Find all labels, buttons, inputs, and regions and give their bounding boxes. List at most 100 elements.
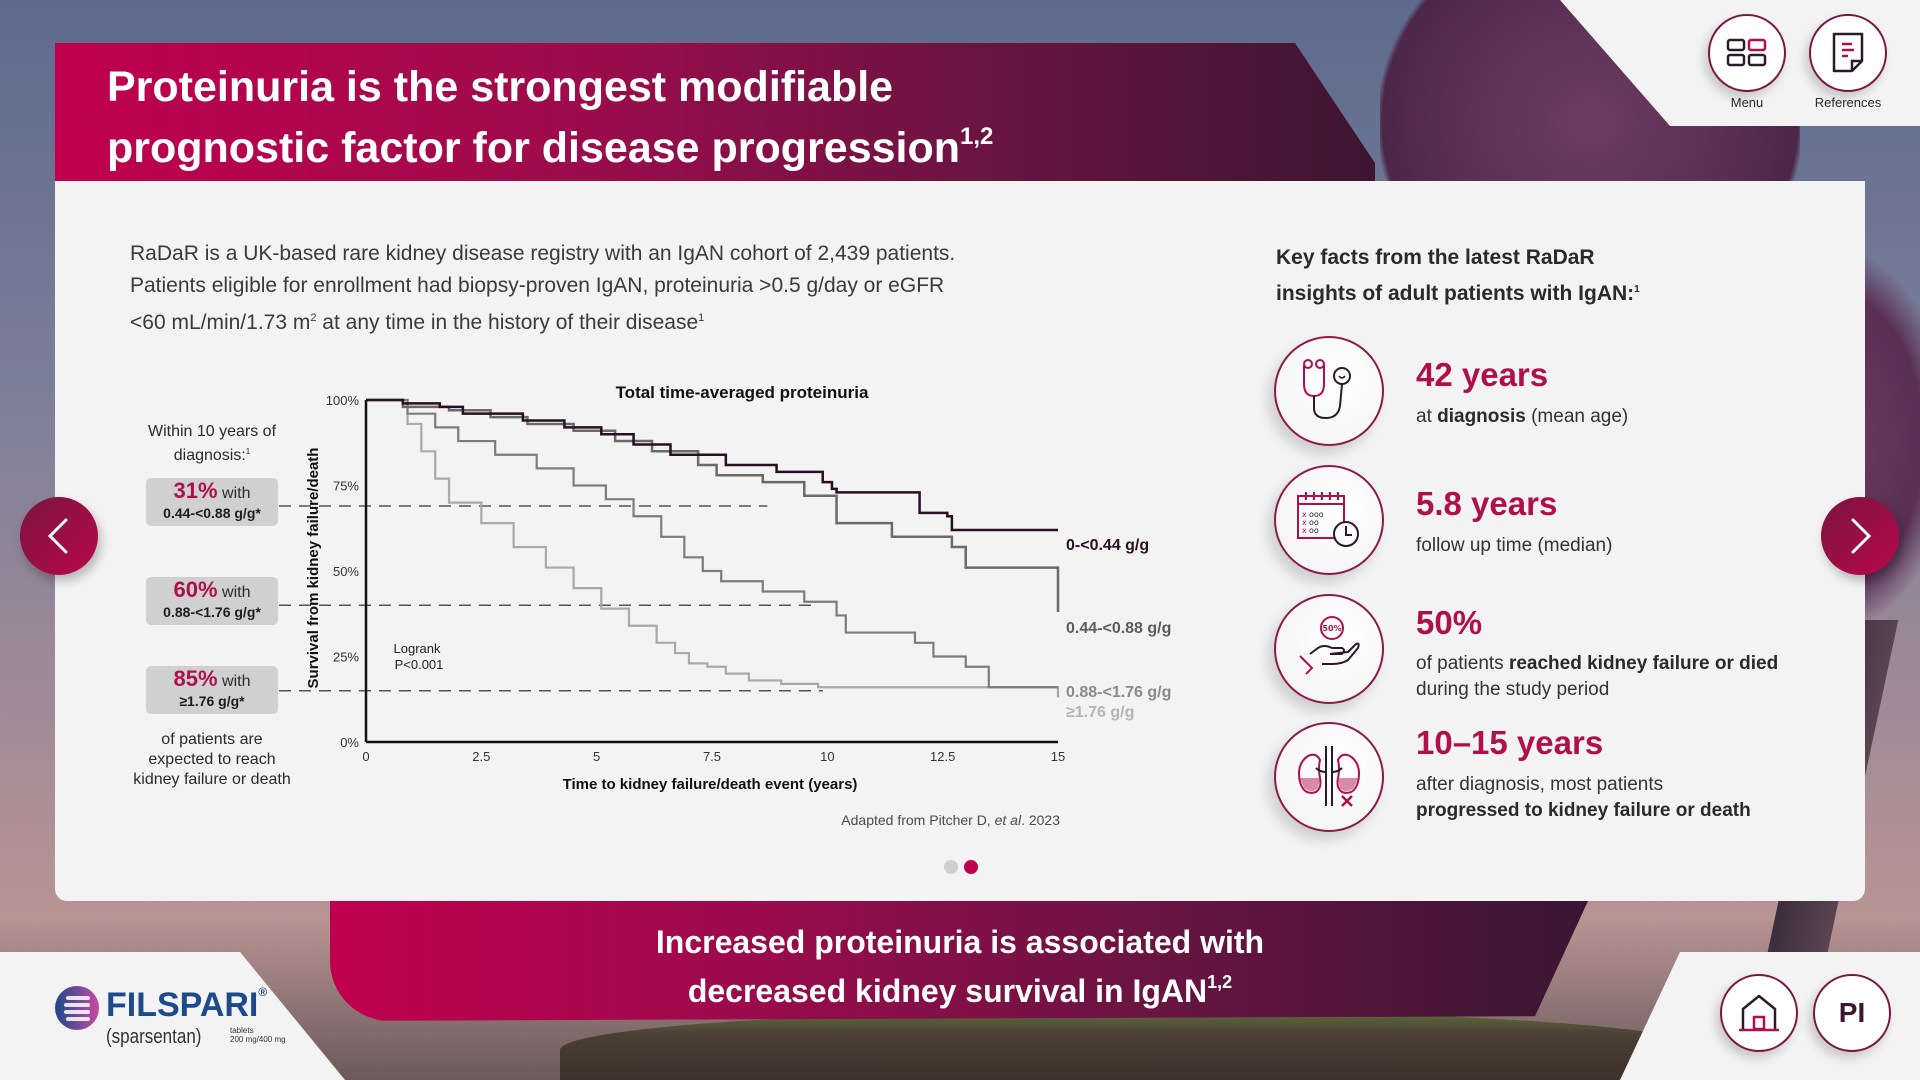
stat-range: 0.44-<0.88 g/g* bbox=[163, 505, 261, 521]
reference-marker: 1 bbox=[698, 312, 705, 324]
intro-line-1: RaDaR is a UK-based rare kidney disease … bbox=[130, 242, 956, 265]
stat-percent: 85% bbox=[173, 666, 218, 691]
home-button[interactable] bbox=[1720, 974, 1798, 1052]
brand-form: tablets bbox=[230, 1026, 254, 1035]
fact-value-4: 10–15 years bbox=[1416, 724, 1604, 761]
fact-bold-text: progressed to kidney failure or death bbox=[1416, 800, 1751, 821]
title-line-2: prognostic factor for disease progressio… bbox=[107, 124, 961, 172]
outro-line-2: expected to reach bbox=[148, 751, 276, 768]
reference-marker: 1 bbox=[245, 447, 251, 456]
references-button[interactable] bbox=[1809, 14, 1887, 92]
superscript: 2 bbox=[310, 312, 317, 324]
svg-text:oo: oo bbox=[1309, 526, 1319, 535]
brand-word: FILSPARI bbox=[106, 986, 259, 1024]
source-suffix: . 2023 bbox=[1021, 812, 1060, 828]
fact-desc-2: follow up time (median) bbox=[1416, 533, 1836, 559]
grid-menu-icon bbox=[1726, 38, 1767, 67]
pagination-dots bbox=[944, 860, 978, 874]
fact-text: after diagnosis, most patients bbox=[1416, 774, 1664, 795]
fact-icon-circle-2: x x x ooo oo oo bbox=[1274, 465, 1384, 575]
svg-text:oo: oo bbox=[1309, 518, 1319, 527]
fact-icon-circle-1 bbox=[1274, 336, 1384, 446]
kidney-icon bbox=[1298, 746, 1360, 807]
fact-text: follow up time (median) bbox=[1416, 535, 1613, 556]
fact-text: (mean age) bbox=[1525, 406, 1629, 427]
svg-text:x: x bbox=[1302, 518, 1307, 527]
bottom-line-1: Increased proteinuria is associated with bbox=[655, 924, 1265, 960]
brand-name: FILSPARI® bbox=[106, 985, 267, 1025]
within-10-years-label: Within 10 years of diagnosis:1 bbox=[130, 422, 294, 466]
calendar-clock-icon: x x x ooo oo oo bbox=[1297, 492, 1359, 547]
intro-paragraph: RaDaR is a UK-based rare kidney disease … bbox=[130, 238, 1130, 339]
key-facts-title: Key facts from the latest RaDaR insights… bbox=[1276, 242, 1776, 310]
stat-percent: 60% bbox=[173, 577, 218, 602]
stat-percent: 31% bbox=[173, 478, 218, 503]
within-text: Within 10 years of diagnosis: bbox=[147, 423, 277, 464]
references-label: References bbox=[1814, 95, 1882, 110]
source-citation: Adapted from Pitcher D, et al. 2023 bbox=[790, 812, 1060, 828]
icon-percent-text: 50% bbox=[1322, 624, 1341, 633]
intro-line-3a: <60 mL/min/1.73 m bbox=[130, 311, 311, 334]
title-reference: 1,2 bbox=[960, 123, 994, 150]
fact-text: at bbox=[1416, 406, 1438, 427]
source-italic: et al bbox=[994, 812, 1022, 828]
next-slide-button[interactable] bbox=[1821, 497, 1899, 575]
outro-line-1: of patients are bbox=[161, 731, 263, 748]
fact-bold-text: diagnosis bbox=[1437, 406, 1526, 427]
bottom-line-2: decreased kidney survival in IgAN bbox=[687, 973, 1208, 1009]
fact-bold-text: reached kidney failure or died bbox=[1508, 653, 1779, 674]
menu-button[interactable] bbox=[1708, 14, 1786, 92]
bottom-banner-text: Increased proteinuria is associated with… bbox=[560, 922, 1360, 1011]
brand-generic: (sparsentan) bbox=[106, 1026, 202, 1048]
title-line-1: Proteinuria is the strongest modifiable bbox=[107, 63, 894, 111]
stat-box-3: 85% with ≥1.76 g/g* bbox=[146, 666, 278, 714]
stat-range: ≥1.76 g/g* bbox=[179, 693, 245, 709]
fact-text: of patients bbox=[1416, 653, 1509, 674]
svg-text:x: x bbox=[1302, 526, 1307, 535]
prescribing-info-button[interactable]: PI bbox=[1813, 974, 1891, 1052]
intro-line-3b: at any time in the history of their dise… bbox=[316, 311, 699, 334]
fact-value-3: 50% bbox=[1416, 604, 1483, 641]
outro-line-3: kidney failure or death bbox=[133, 771, 291, 788]
title-banner bbox=[55, 43, 1375, 183]
page-dot-2-active[interactable] bbox=[964, 860, 978, 874]
fact-desc-3: of patients reached kidney failure or di… bbox=[1416, 651, 1836, 703]
pi-label: PI bbox=[1838, 997, 1866, 1028]
fact-value-2: 5.8 years bbox=[1416, 485, 1558, 522]
menu-label: Menu bbox=[1730, 95, 1764, 110]
fact-icon-circle-3: 50% bbox=[1274, 594, 1384, 704]
page-dot-1[interactable] bbox=[944, 860, 958, 874]
stethoscope-icon bbox=[1303, 359, 1351, 420]
document-icon bbox=[1832, 32, 1864, 73]
stat-with: with bbox=[217, 485, 251, 502]
stat-box-1: 31% with 0.44-<0.88 g/g* bbox=[146, 478, 278, 526]
chevron-right-icon bbox=[1851, 518, 1872, 554]
fact-value-1: 42 years bbox=[1416, 356, 1549, 393]
hand-percent-icon: 50% bbox=[1299, 616, 1360, 675]
page-title: Proteinuria is the strongest modifiable … bbox=[107, 62, 1107, 173]
key-facts-title-line-1: Key facts from the latest RaDaR bbox=[1276, 246, 1595, 269]
source-prefix: Adapted from Pitcher D, bbox=[841, 812, 995, 828]
previous-slide-button[interactable] bbox=[20, 497, 98, 575]
registered-mark: ® bbox=[258, 985, 268, 999]
brand-dose-text: 200 mg/400 mg bbox=[230, 1035, 286, 1044]
key-facts-title-line-2: insights of adult patients with IgAN: bbox=[1276, 282, 1635, 305]
filspari-logo-icon bbox=[55, 986, 99, 1030]
svg-text:x: x bbox=[1302, 510, 1307, 519]
stat-box-2: 60% with 0.88-<1.76 g/g* bbox=[146, 577, 278, 625]
reference-marker: 1,2 bbox=[1207, 972, 1233, 992]
fact-desc-4: after diagnosis, most patients progresse… bbox=[1416, 772, 1836, 824]
home-icon bbox=[1739, 994, 1779, 1032]
svg-text:ooo: ooo bbox=[1309, 510, 1324, 519]
expected-outcome-label: of patients are expected to reach kidney… bbox=[112, 730, 312, 790]
stat-with: with bbox=[217, 673, 251, 690]
chevron-left-icon bbox=[47, 518, 68, 554]
reference-marker: 1 bbox=[1634, 284, 1640, 295]
stat-range: 0.88-<1.76 g/g* bbox=[163, 604, 261, 620]
stat-with: with bbox=[217, 584, 251, 601]
bottom-banner bbox=[330, 901, 1588, 1021]
fact-text: during the study period bbox=[1416, 679, 1610, 700]
background-ground bbox=[560, 1010, 1710, 1080]
fact-icon-circle-4 bbox=[1274, 722, 1384, 832]
fact-desc-1: at diagnosis (mean age) bbox=[1416, 404, 1836, 430]
